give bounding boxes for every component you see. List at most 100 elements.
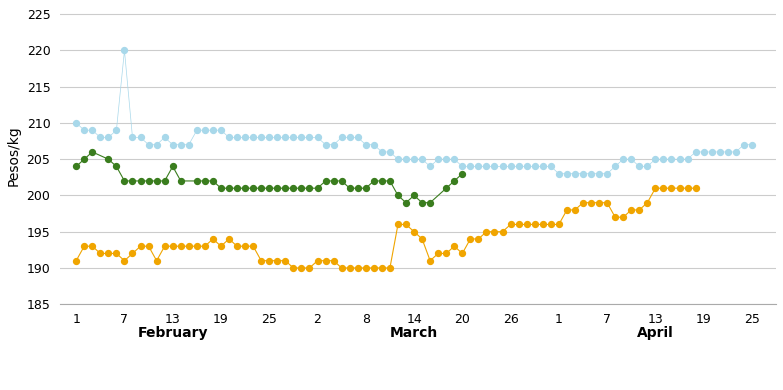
Point (175, 142, 187, 148)
Point (215, 185, 227, 191)
Point (625, 156, 637, 162)
Point (86, 243, 99, 249)
Point (625, 207, 637, 213)
Point (408, 156, 420, 162)
Point (593, 200, 605, 206)
Point (150, 142, 163, 148)
Point (199, 127, 211, 133)
Point (263, 134, 276, 140)
Point (327, 178, 340, 184)
Point (529, 163, 541, 170)
Point (489, 163, 501, 170)
Point (182, 142, 195, 148)
Point (335, 134, 348, 140)
Point (424, 257, 436, 264)
Point (553, 170, 565, 177)
Point (698, 149, 710, 155)
Point (134, 178, 146, 184)
Point (489, 229, 501, 235)
Point (657, 185, 669, 191)
Point (609, 214, 622, 220)
Point (335, 265, 348, 271)
Point (521, 222, 533, 228)
Point (504, 222, 517, 228)
Point (504, 163, 517, 170)
Point (271, 134, 283, 140)
Point (199, 178, 211, 184)
Point (432, 156, 445, 162)
Point (102, 156, 114, 162)
Point (312, 185, 324, 191)
Point (568, 207, 581, 213)
Point (231, 185, 244, 191)
Point (376, 178, 388, 184)
Point (392, 222, 404, 228)
Point (359, 142, 372, 148)
Point (376, 149, 388, 155)
Point (247, 134, 259, 140)
Point (730, 149, 742, 155)
Point (416, 156, 428, 162)
Point (553, 222, 565, 228)
Point (143, 178, 155, 184)
Point (673, 185, 686, 191)
Point (271, 257, 283, 264)
Point (448, 156, 460, 162)
Point (312, 257, 324, 264)
Point (585, 200, 597, 206)
Point (536, 222, 549, 228)
Point (110, 250, 123, 257)
Point (287, 265, 300, 271)
Point (512, 222, 525, 228)
Point (352, 265, 364, 271)
Point (512, 163, 525, 170)
Point (384, 265, 396, 271)
Y-axis label: Pesos/kg: Pesos/kg (7, 125, 21, 186)
Point (143, 243, 155, 249)
Text: February: February (138, 326, 208, 340)
Point (207, 127, 219, 133)
Point (190, 243, 203, 249)
Point (456, 163, 468, 170)
Point (255, 185, 268, 191)
Point (303, 185, 316, 191)
Point (359, 185, 372, 191)
Point (319, 142, 332, 148)
Point (279, 134, 291, 140)
Point (376, 265, 388, 271)
Point (190, 178, 203, 184)
Point (666, 185, 678, 191)
Point (577, 170, 590, 177)
Point (102, 134, 114, 140)
Point (231, 243, 244, 249)
Point (78, 243, 91, 249)
Point (70, 120, 82, 126)
Point (319, 257, 332, 264)
Point (231, 134, 244, 140)
Point (223, 134, 236, 140)
Point (641, 163, 654, 170)
Point (158, 243, 171, 249)
Point (561, 170, 573, 177)
Point (239, 243, 251, 249)
Point (705, 149, 718, 155)
Point (303, 134, 316, 140)
Point (295, 134, 308, 140)
Point (456, 250, 468, 257)
Point (167, 163, 179, 170)
Point (561, 207, 573, 213)
Point (86, 127, 99, 133)
Point (126, 250, 139, 257)
Point (400, 222, 413, 228)
Point (287, 134, 300, 140)
Point (400, 156, 413, 162)
Point (344, 134, 356, 140)
Point (319, 178, 332, 184)
Point (175, 243, 187, 249)
Point (367, 142, 380, 148)
Point (496, 163, 509, 170)
Point (681, 156, 694, 162)
Text: April: April (637, 326, 673, 340)
Point (102, 250, 114, 257)
Point (738, 142, 750, 148)
